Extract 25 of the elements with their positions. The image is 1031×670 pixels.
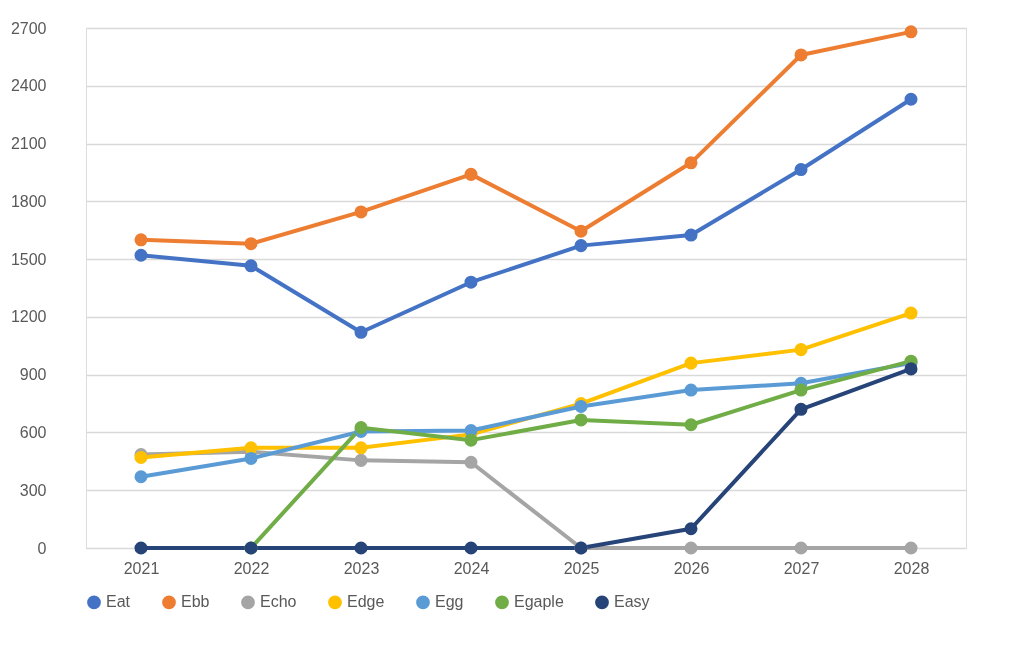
legend-label: Ebb: [181, 593, 210, 611]
x-tick-label: 2028: [893, 559, 930, 577]
y-tick-label: 2400: [10, 77, 47, 95]
x-tick-label: 2027: [783, 559, 820, 577]
x-tick-label: 2025: [563, 559, 600, 577]
legend-label: Egg: [435, 593, 464, 611]
x-tick-label: 2021: [123, 559, 160, 577]
y-tick-label: 1500: [10, 250, 47, 268]
x-tick-label: 2022: [233, 559, 270, 577]
y-tick-label: 2100: [10, 135, 47, 153]
y-tick-label: 2700: [10, 19, 47, 37]
y-tick-label: 300: [19, 481, 47, 499]
legend-label: Egaple: [514, 593, 564, 611]
legend-label: Eat: [106, 593, 131, 611]
y-tick-label: 1800: [10, 192, 47, 210]
y-tick-label: 900: [19, 366, 47, 384]
y-tick-label: 1200: [10, 308, 47, 326]
y-tick-label: 600: [19, 423, 47, 441]
legend-label: Echo: [260, 593, 297, 611]
y-tick-label: 0: [37, 539, 47, 557]
x-tick-label: 2024: [453, 559, 490, 577]
x-tick-label: 2023: [343, 559, 380, 577]
legend-label: Easy: [614, 593, 650, 611]
legend-label: Edge: [347, 593, 385, 611]
x-tick-label: 2026: [673, 559, 710, 577]
